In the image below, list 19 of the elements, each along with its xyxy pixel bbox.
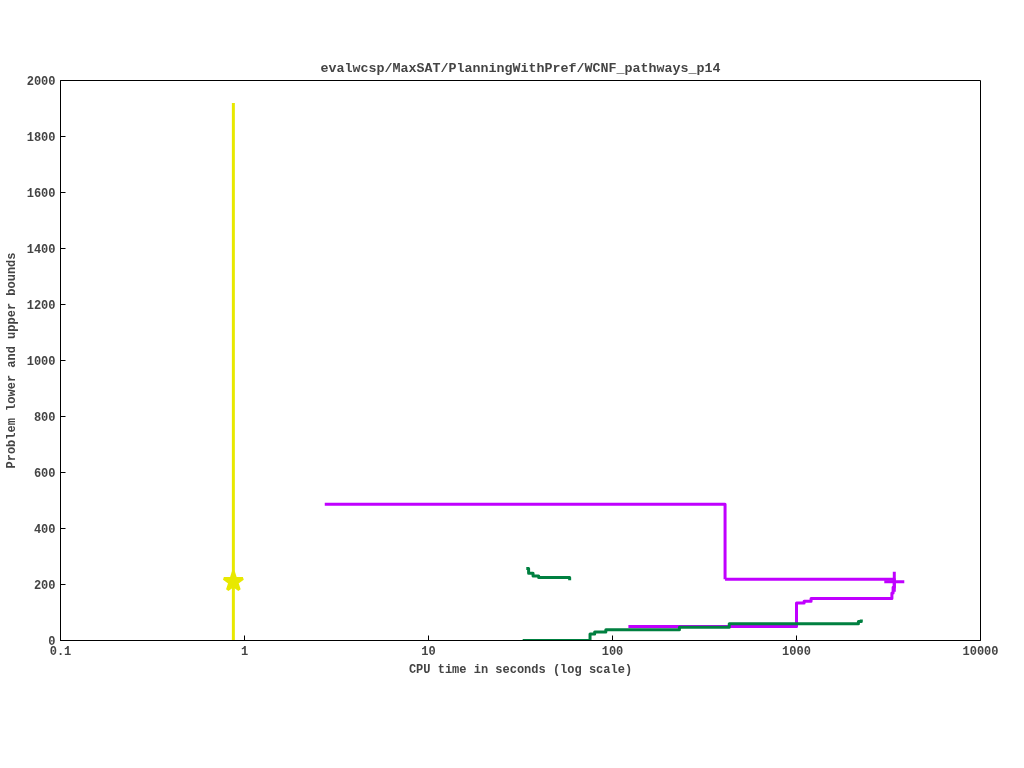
y-tick-label: 800: [33, 411, 56, 425]
y-tick-label: 600: [33, 467, 56, 481]
y-tick-label: 1000: [26, 355, 56, 369]
y-tick-label: 1400: [26, 243, 56, 257]
x-tick-label: 1: [240, 644, 249, 659]
y-tick-label: 2000: [26, 75, 56, 89]
y-tick-label: 1200: [26, 299, 56, 313]
x-tick-label: 10000: [962, 644, 999, 659]
x-tick-label: 1000: [782, 644, 811, 659]
y-tick-label: 400: [33, 523, 56, 537]
y-axis-title: Problem lower and upper bounds: [4, 252, 19, 469]
y-tick-label: 1800: [26, 131, 56, 145]
x-axis-title: CPU time in seconds (log scale): [408, 662, 633, 677]
x-tick-label: 0.1: [49, 644, 72, 659]
x-tick-label: 100: [601, 644, 624, 659]
y-tick-label: 1600: [26, 187, 56, 201]
chart-title: evalwcsp/MaxSAT/PlanningWithPref/WCNF_pathways_p14: [320, 60, 721, 76]
x-tick-label: 10: [421, 644, 436, 659]
y-tick-label: 200: [33, 579, 56, 593]
